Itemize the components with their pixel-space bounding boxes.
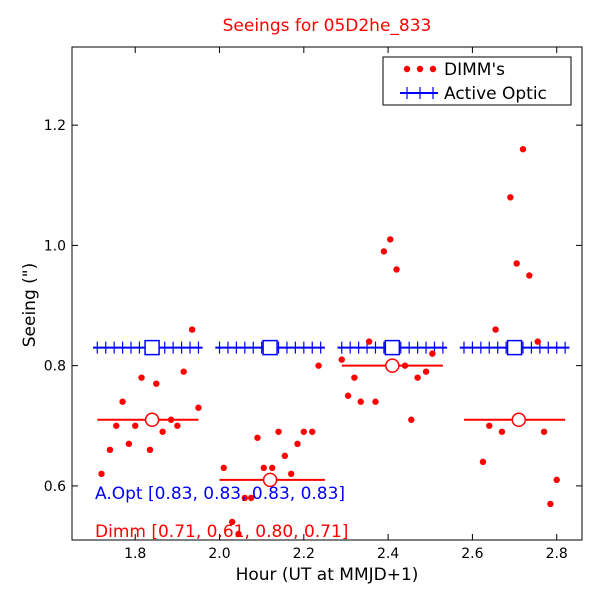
dimm-median-circle-2 bbox=[385, 358, 400, 373]
dimm-point bbox=[479, 458, 487, 466]
dimm-point bbox=[519, 146, 527, 153]
dimm-point bbox=[401, 362, 409, 369]
x-tick-label: 2.4 bbox=[377, 546, 399, 562]
dimm-point bbox=[507, 194, 514, 201]
dimm-median-circle-0 bbox=[144, 412, 160, 428]
dimm-point bbox=[275, 428, 282, 435]
dimm-point bbox=[294, 440, 301, 448]
legend-box bbox=[382, 56, 572, 106]
dimm-point bbox=[372, 398, 379, 405]
dimm-point bbox=[138, 374, 145, 381]
dimm-point bbox=[235, 530, 242, 538]
dimm-point bbox=[281, 452, 289, 460]
y-tick-label: 0.8 bbox=[44, 359, 66, 375]
aopt-center-square-0 bbox=[144, 339, 160, 356]
dimm-point bbox=[534, 338, 541, 345]
dimm-point bbox=[180, 368, 187, 375]
dimm-point bbox=[241, 494, 249, 502]
dimm-point bbox=[195, 404, 202, 411]
dimm-point bbox=[228, 518, 236, 526]
dimm-point bbox=[106, 446, 114, 454]
dimm-median-circle-3 bbox=[511, 412, 527, 428]
dimm-point bbox=[393, 266, 400, 273]
dimm-point bbox=[125, 440, 133, 448]
x-tick-label: 2.6 bbox=[461, 546, 483, 562]
dimm-point bbox=[351, 374, 358, 381]
y-tick-label: 0.6 bbox=[44, 479, 66, 495]
dimm-point bbox=[174, 422, 181, 429]
dimm-point bbox=[260, 464, 267, 472]
dimm-point bbox=[159, 428, 166, 435]
dimm-point bbox=[513, 260, 520, 267]
plot-frame bbox=[71, 46, 583, 541]
dimm-point bbox=[300, 428, 308, 435]
dimm-point bbox=[498, 428, 506, 435]
dimm-point bbox=[422, 368, 430, 375]
dimm-point bbox=[387, 236, 394, 243]
dimm-point bbox=[119, 398, 126, 405]
dimm-point bbox=[344, 392, 352, 399]
dimm-point bbox=[357, 398, 364, 405]
aopt-center-square-2 bbox=[384, 339, 401, 356]
dimm-point bbox=[429, 350, 436, 357]
x-tick-label: 2.2 bbox=[293, 546, 315, 562]
dimm-point bbox=[486, 422, 493, 429]
aopt-center-square-3 bbox=[506, 339, 523, 356]
dimm-median-circle-1 bbox=[262, 472, 278, 488]
legend-dimm-marker bbox=[416, 65, 424, 73]
dimm-point bbox=[309, 428, 316, 435]
dimm-point bbox=[269, 464, 276, 472]
dimm-point bbox=[287, 470, 295, 478]
x-tick-label: 2.0 bbox=[208, 546, 230, 562]
dimm-point bbox=[338, 356, 345, 363]
dimm-point bbox=[153, 380, 160, 387]
dimm-point bbox=[315, 362, 322, 369]
dimm-point bbox=[247, 494, 255, 502]
chart-title: Seeings for 05D2he_833 bbox=[223, 16, 432, 36]
legend-dimm-marker bbox=[429, 65, 437, 73]
x-axis-label: Hour (UT at MMJD+1) bbox=[236, 565, 419, 585]
dimm-point bbox=[553, 476, 560, 484]
plot-marks bbox=[93, 146, 570, 538]
dimm-point bbox=[408, 416, 415, 423]
dimm-point bbox=[132, 422, 139, 429]
dimm-point bbox=[113, 422, 120, 429]
dimm-point bbox=[540, 428, 548, 435]
y-tick-label: 1.2 bbox=[44, 118, 66, 134]
dimm-point bbox=[547, 500, 554, 508]
dimm-point bbox=[167, 416, 175, 423]
y-axis-label: Seeing (") bbox=[20, 263, 40, 348]
dimm-point bbox=[380, 248, 388, 255]
annotation-aopt: A.Opt [0.83, 0.83, 0.83, 0.83] bbox=[95, 484, 345, 504]
legend-dimm-marker bbox=[403, 65, 411, 73]
plot-axes: 1.8 2.0 2.2 2.4 2.6 2.8 0.6 0.8 1.0 1.2 bbox=[44, 46, 583, 562]
x-tick-label: 2.8 bbox=[546, 546, 568, 562]
dimm-point bbox=[365, 338, 373, 345]
dimm-point bbox=[414, 374, 421, 381]
dimm-point bbox=[188, 326, 196, 333]
dimm-point bbox=[492, 326, 499, 333]
legend-label-dimm: DIMM's bbox=[444, 60, 505, 80]
dimm-point bbox=[526, 272, 533, 279]
legend-label-aopt: Active Optic bbox=[444, 84, 547, 104]
aopt-center-square-1 bbox=[262, 339, 278, 356]
legend: DIMM's Active Optic bbox=[382, 56, 572, 106]
dimm-point bbox=[220, 464, 227, 472]
dimm-point bbox=[146, 446, 154, 454]
x-tick-label: 1.8 bbox=[124, 546, 146, 562]
dimm-point bbox=[98, 470, 105, 478]
dimm-point bbox=[254, 434, 261, 441]
y-tick-label: 1.0 bbox=[44, 238, 66, 254]
annotation-dimm: Dimm [0.71, 0.61, 0.80, 0.71] bbox=[95, 522, 348, 542]
